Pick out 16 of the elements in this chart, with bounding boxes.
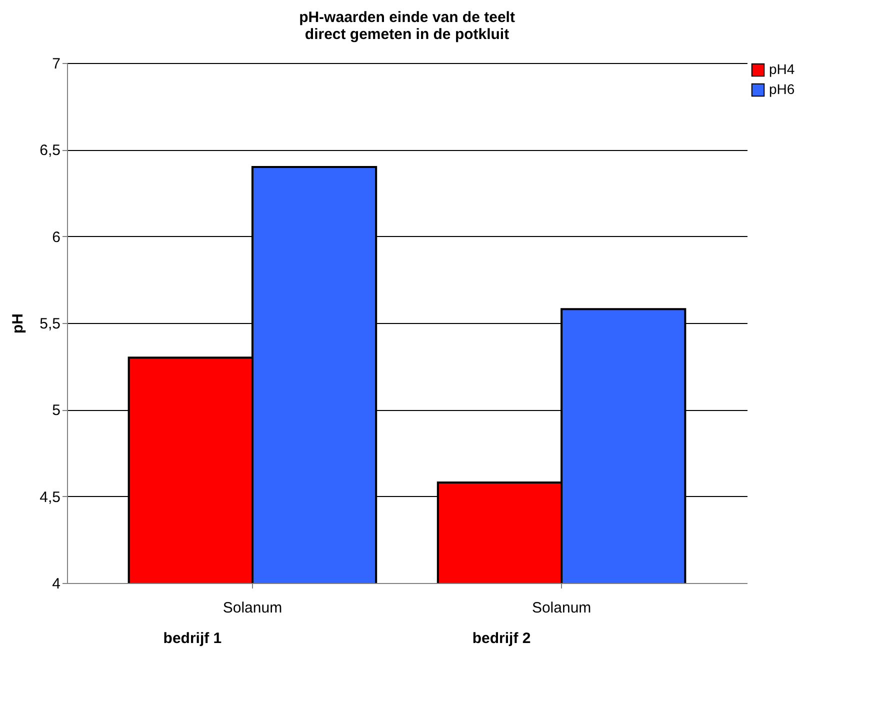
x-tick-label: Solanum (532, 600, 592, 616)
y-tick-label: 4 (52, 576, 60, 592)
y-tick-label: 6 (52, 228, 60, 246)
text: direct gemeten in de potkluit (304, 26, 510, 43)
y-axis-title: pH (10, 314, 27, 334)
y-tick-label: 7 (52, 56, 60, 72)
x-tick-label: Solanum (222, 600, 282, 616)
y-tick-label: 5 (52, 402, 60, 420)
text: bedrijf 1 (163, 630, 222, 647)
y-tick-label: 6,5 (40, 142, 60, 160)
legend-label: pH6 (769, 81, 795, 97)
text: bedrijf 2 (472, 630, 531, 647)
y-tick-label: 4,5 (40, 488, 60, 506)
legend-label: pH4 (769, 61, 795, 77)
y-tick-label: 5,5 (40, 316, 60, 332)
text: pH-waarden einde van de teelt (299, 9, 515, 26)
